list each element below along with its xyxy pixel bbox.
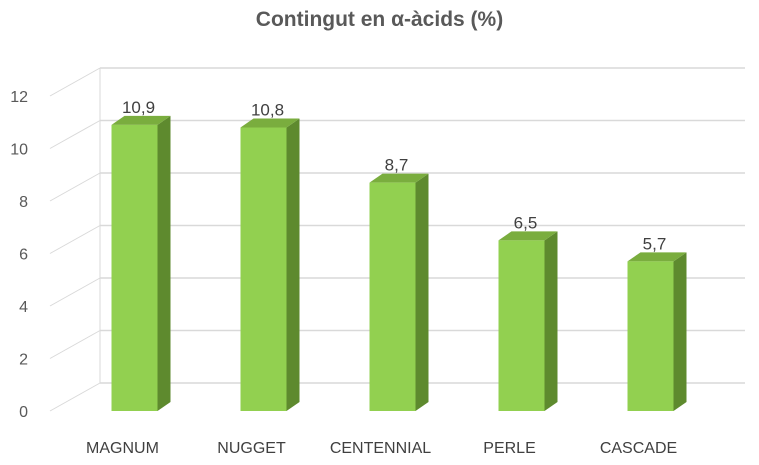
- y-tick-label: 8: [19, 194, 28, 211]
- gridline-side: [49, 172, 101, 202]
- bar: [111, 124, 158, 411]
- x-category-label: CASCADE: [600, 440, 677, 457]
- data-label: 10,8: [251, 101, 284, 120]
- bar-side: [673, 252, 687, 411]
- gridline-side: [49, 225, 101, 254]
- data-label: 8,7: [385, 156, 409, 175]
- y-tick-label: 10: [10, 142, 28, 159]
- bar: [369, 182, 416, 411]
- gridline-side: [49, 120, 101, 149]
- y-tick-label: 4: [19, 299, 28, 316]
- bar-top: [627, 252, 687, 262]
- x-category-label: CENTENNIAL: [330, 440, 431, 457]
- bar-side: [544, 231, 558, 411]
- bar-top: [240, 118, 300, 128]
- x-category-label: MAGNUM: [86, 440, 159, 457]
- data-label: 6,5: [514, 213, 538, 232]
- gridline-side: [49, 277, 101, 307]
- bar-top: [111, 115, 171, 125]
- data-label: 5,7: [643, 234, 667, 253]
- bar: [240, 127, 287, 411]
- bar-side: [415, 173, 429, 411]
- y-tick-label: 6: [19, 247, 28, 264]
- bar: [498, 240, 545, 411]
- x-category-label: PERLE: [483, 440, 535, 457]
- bar-top: [369, 173, 429, 183]
- y-tick-label: 2: [19, 352, 28, 369]
- bar-top: [498, 231, 558, 241]
- chart-title: Contingut en α-àcids (%): [255, 8, 504, 31]
- bar: [627, 261, 674, 411]
- y-tick-label: 12: [10, 89, 28, 106]
- bar-side: [286, 118, 300, 411]
- bar-side: [157, 115, 171, 411]
- gridline-side: [49, 382, 101, 412]
- data-label: 10,9: [122, 98, 155, 117]
- y-tick-label: 0: [19, 404, 28, 421]
- gridline-side: [49, 330, 101, 359]
- gridline-side: [49, 67, 101, 97]
- x-category-label: NUGGET: [217, 440, 286, 457]
